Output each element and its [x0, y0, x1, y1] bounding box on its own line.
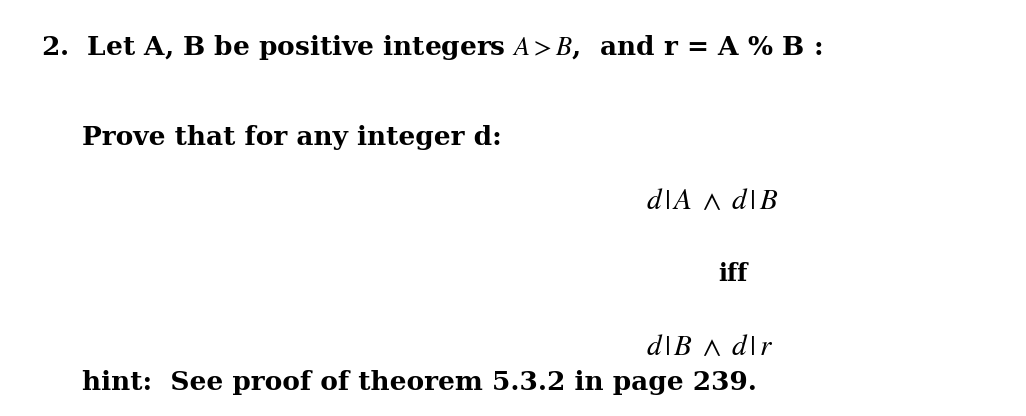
Text: Prove that for any integer d:: Prove that for any integer d: [82, 125, 502, 150]
Text: hint:  See proof of theorem 5.3.2 in page 239.: hint: See proof of theorem 5.3.2 in page… [82, 370, 757, 395]
Text: iff: iff [718, 262, 748, 286]
Text: $d\,|\,B\ \wedge\ d\,|\,r$: $d\,|\,B\ \wedge\ d\,|\,r$ [646, 333, 774, 361]
Text: 2.  Let A, B be positive integers $\mathit{A} > \mathit{B}$,  and r = A % B :: 2. Let A, B be positive integers $\mathi… [41, 33, 823, 62]
Text: $d\,|\,A\ \wedge\ d\,|\,B$: $d\,|\,A\ \wedge\ d\,|\,B$ [646, 187, 779, 215]
